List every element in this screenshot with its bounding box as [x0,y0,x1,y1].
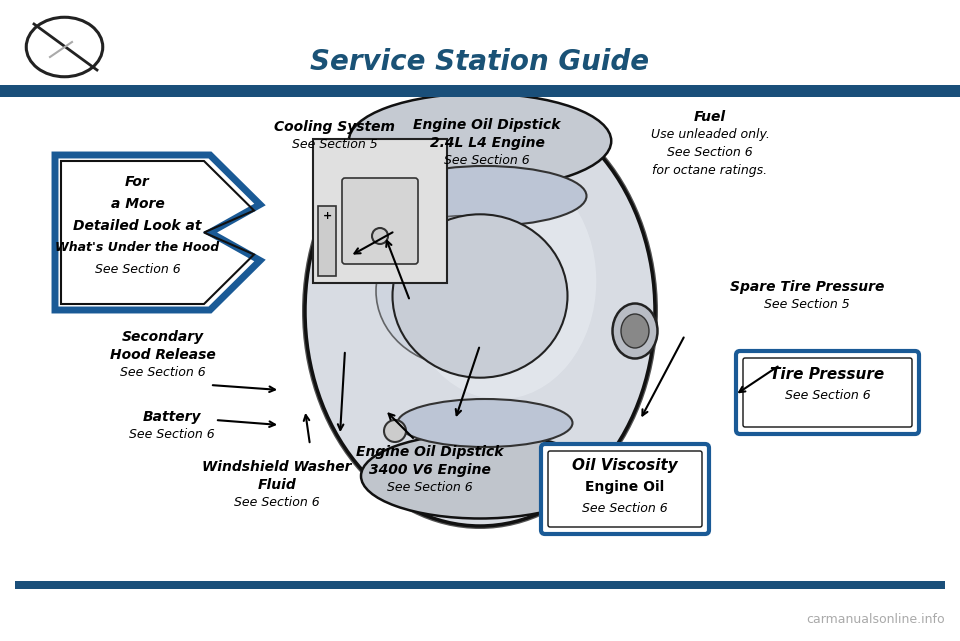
Ellipse shape [302,93,658,529]
Ellipse shape [612,303,658,358]
Text: +: + [323,211,331,221]
Text: for octane ratings.: for octane ratings. [653,164,768,177]
Text: See Section 6: See Section 6 [784,389,871,402]
Ellipse shape [621,314,649,348]
Text: Oil Viscosity: Oil Viscosity [572,458,678,473]
Bar [15,581,945,589]
Text: Engine Oil Dipstick: Engine Oil Dipstick [413,118,561,132]
Text: See Section 6: See Section 6 [234,496,320,509]
Ellipse shape [404,163,596,399]
Text: 3400 V6 Engine: 3400 V6 Engine [369,463,491,477]
Text: For: For [125,175,150,189]
Ellipse shape [361,433,599,519]
Text: Tire Pressure: Tire Pressure [770,367,884,382]
Text: Engine Oil Dipstick: Engine Oil Dipstick [356,445,504,459]
Ellipse shape [305,96,655,526]
Text: Battery: Battery [143,410,202,424]
Bar [318,206,336,276]
Polygon shape [55,155,260,310]
Text: Hood Release: Hood Release [110,348,216,362]
Text: a More: a More [110,197,164,211]
Ellipse shape [372,228,388,244]
FancyBboxPatch shape [541,444,709,534]
Text: Service Station Guide: Service Station Guide [310,48,650,76]
FancyBboxPatch shape [313,139,447,283]
Text: See Section 6: See Section 6 [667,146,753,159]
Text: Cooling System: Cooling System [275,120,396,134]
Text: See Section 6: See Section 6 [444,154,530,167]
Text: See Section 6: See Section 6 [582,502,668,515]
Ellipse shape [397,399,572,447]
Text: What's Under the Hood: What's Under the Hood [56,241,220,254]
FancyBboxPatch shape [736,351,919,434]
Ellipse shape [383,166,587,226]
Text: Detailed Look at: Detailed Look at [73,219,202,233]
Text: 2.4L L4 Engine: 2.4L L4 Engine [429,136,544,150]
FancyBboxPatch shape [342,178,418,264]
Text: Spare Tire Pressure: Spare Tire Pressure [730,280,884,294]
Text: carmanualsonline.info: carmanualsonline.info [806,613,945,626]
Ellipse shape [376,216,544,366]
Text: Fuel: Fuel [694,110,726,124]
Ellipse shape [384,420,406,442]
Text: Use unleaded only.: Use unleaded only. [651,128,769,141]
Text: See Section 6: See Section 6 [120,366,205,379]
Ellipse shape [348,94,612,188]
Text: Windshield Washer: Windshield Washer [203,460,351,474]
Text: See Section 5: See Section 5 [764,298,850,311]
Text: See Section 5: See Section 5 [292,138,378,151]
Bar [0,85,960,97]
Ellipse shape [393,214,567,378]
Text: See Section 6: See Section 6 [95,263,180,276]
Text: Secondary: Secondary [122,330,204,344]
Text: Engine Oil: Engine Oil [586,480,664,494]
Text: See Section 6: See Section 6 [130,428,215,441]
Text: See Section 6: See Section 6 [387,481,473,494]
Text: Fluid: Fluid [257,478,297,492]
